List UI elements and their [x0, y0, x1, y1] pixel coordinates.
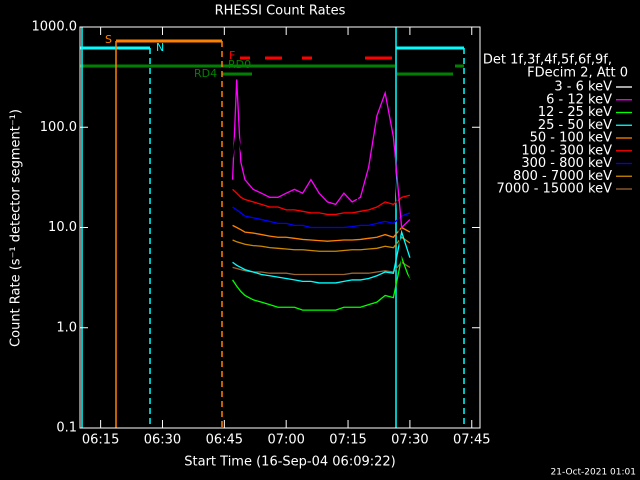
series-line — [231, 79, 411, 229]
y-tick-label: 0.1 — [56, 421, 77, 436]
legend-label: 800 - 7000 keV — [513, 169, 612, 184]
x-tick-label: 06:15 — [82, 433, 119, 448]
x-tick-label: 06:30 — [144, 433, 181, 448]
legend-label: 6 - 12 keV — [546, 92, 612, 107]
plot-frame — [79, 26, 481, 429]
legend-label: 25 - 50 keV — [538, 118, 612, 133]
footer: 21-Oct-2021 01:01 — [551, 468, 636, 478]
annotation: RD4 — [194, 67, 217, 80]
legend-title: FDecim 2, Att 0 — [527, 66, 628, 81]
legend-label: 50 - 100 keV — [530, 131, 613, 146]
vertical-markers — [81, 27, 465, 428]
legend-label: 100 - 300 keV — [521, 143, 612, 158]
series-line — [232, 236, 411, 252]
annotation: N — [156, 41, 164, 54]
legend-label: 300 - 800 keV — [521, 156, 612, 171]
chart-title: RHESSI Count Rates — [215, 4, 346, 19]
y-axis-label: Count Rate (s⁻¹ detector segment⁻¹) — [9, 109, 24, 347]
x-axis-label: Start Time (16-Sep-04 06:09:22) — [184, 455, 395, 470]
annotation: RD0 — [228, 58, 251, 71]
y-tick-label: 1000.0 — [32, 20, 78, 35]
x-tick-label: 07:00 — [267, 433, 304, 448]
legend-label: 12 - 25 keV — [538, 105, 612, 120]
series-line — [232, 255, 411, 311]
annotation: S — [105, 33, 112, 46]
annotation: F — [229, 49, 235, 62]
x-tick-label: 07:45 — [453, 433, 490, 448]
legend-label: 3 - 6 keV — [554, 80, 612, 95]
series-line — [232, 229, 411, 284]
series-line — [231, 103, 411, 281]
y-tick-label: 1.0 — [56, 320, 77, 335]
legend-label: 7000 - 15000 keV — [497, 182, 613, 197]
series-line — [232, 188, 411, 216]
x-tick-label: 06:45 — [206, 433, 243, 448]
legend-title: Det 1f,3f,4f,5f,6f,9f, — [483, 53, 612, 68]
y-tick-label: 10.0 — [48, 220, 77, 235]
x-tick-label: 07:15 — [329, 433, 366, 448]
y-tick-label: 100.0 — [40, 120, 77, 135]
series-line — [232, 224, 411, 242]
status-bars — [80, 39, 464, 76]
x-tick-label: 07:30 — [391, 433, 428, 448]
series-line — [232, 206, 411, 229]
